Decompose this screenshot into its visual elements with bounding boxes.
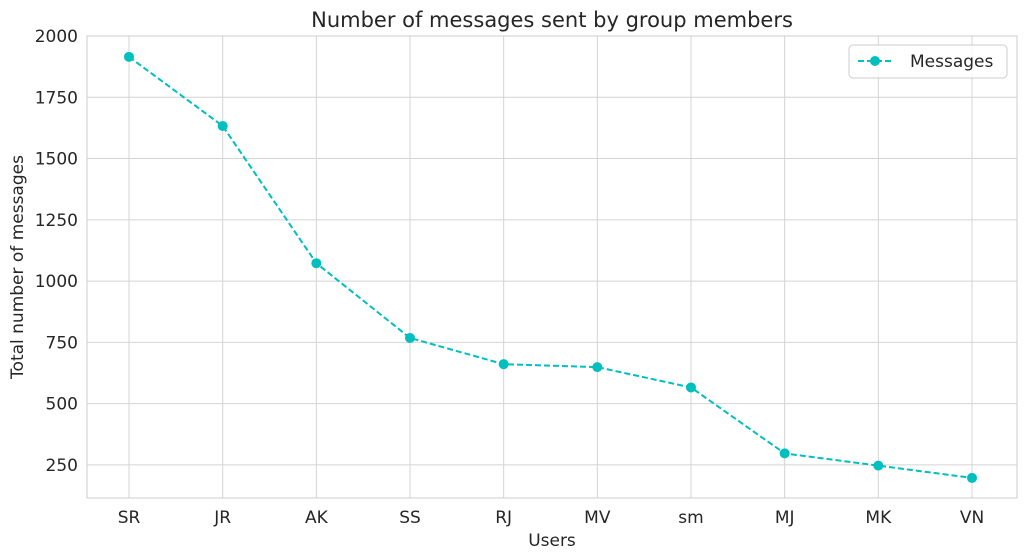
x-tick-label: MK [865,508,892,528]
series-line-messages [128,56,973,479]
series-messages [124,51,977,483]
y-tick-label: 1250 [35,211,78,231]
y-tick-label: 500 [46,395,78,415]
legend-marker-sample [870,56,880,66]
x-tick-label: JR [213,508,231,528]
chart-title: Number of messages sent by group members [311,8,793,32]
x-tick-label: SR [118,508,141,528]
x-tick-label: sm [678,508,703,528]
y-tick-label: 750 [46,333,78,353]
y-tick-label: 1000 [35,272,78,292]
legend: Messages [848,44,1008,79]
y-tick-label: 2000 [35,27,78,47]
data-point [217,120,228,131]
data-point [124,51,134,62]
data-point [592,362,603,373]
x-tick-label: RJ [495,508,512,528]
grid-lines [87,35,1017,498]
x-tick-labels: SR JR AK SS RJ MV sm MJ MK VN [118,508,984,528]
data-point [779,448,790,459]
y-tick-label: 1500 [35,150,78,170]
y-tick-label: 250 [46,456,78,476]
y-tick-labels: 250 500 750 1000 1250 1500 1750 2000 [35,27,78,476]
plot-frame [86,35,1018,499]
data-point [873,460,884,471]
x-axis-label: Users [528,531,576,551]
x-tick-label: MV [584,508,611,528]
y-axis-label: Total number of messages [8,155,28,380]
legend-label-messages: Messages [910,52,994,72]
data-point [498,359,509,370]
legend-box [848,44,1008,79]
x-tick-label: AK [305,508,329,528]
x-tick-label: MJ [775,508,795,528]
y-tick-label: 1750 [35,88,78,108]
data-point [311,258,322,269]
data-point [405,332,415,343]
x-tick-label: VN [960,508,984,528]
x-tick-label: SS [399,508,421,528]
data-point [967,472,977,483]
data-point [686,382,696,393]
